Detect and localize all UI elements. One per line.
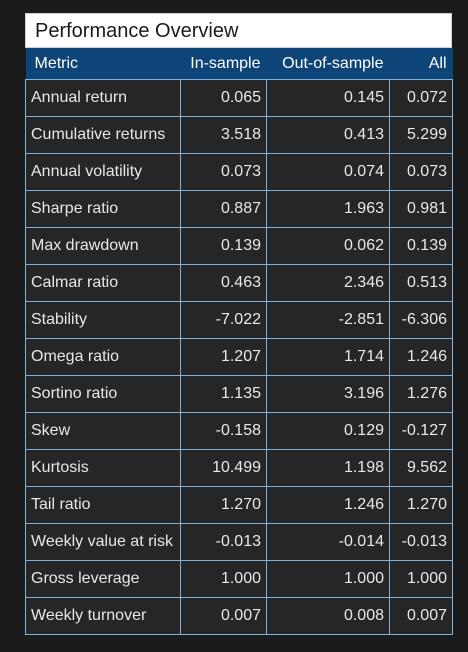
in-sample-cell: 1.000 [180,560,267,598]
table-row: Annual volatility 0.073 0.074 0.073 [25,153,453,191]
all-cell: 0.007 [389,597,453,635]
in-sample-cell: 3.518 [180,116,267,154]
table-row: Weekly value at risk -0.013 -0.014 -0.013 [25,523,453,561]
out-of-sample-cell: 0.129 [266,412,390,450]
all-cell: 0.513 [389,264,453,302]
in-sample-cell: 0.463 [180,264,267,302]
table-body: Annual return 0.065 0.145 0.072 Cumulative r… [25,79,453,635]
metrics-table: Metric In-sample Out-of-sample All Annua… [25,48,453,635]
metric-cell: Weekly value at risk [25,523,181,561]
out-of-sample-cell: 0.145 [266,79,390,117]
metric-cell: Max drawdown [25,227,181,265]
all-cell: -0.127 [389,412,453,450]
metric-cell: Weekly turnover [25,597,181,635]
metric-cell: Calmar ratio [25,264,181,302]
out-of-sample-cell: 0.062 [266,227,390,265]
all-cell: 1.246 [389,338,453,376]
all-cell: 0.072 [389,79,453,117]
column-header-metric: Metric [34,54,79,72]
table-row: Max drawdown 0.139 0.062 0.139 [25,227,453,265]
out-of-sample-cell: 3.196 [266,375,390,413]
in-sample-cell: 0.007 [180,597,267,635]
metric-cell: Skew [25,412,181,450]
column-header-out-of-sample: Out-of-sample [282,54,384,72]
in-sample-cell: 1.135 [180,375,267,413]
in-sample-cell: 0.887 [180,190,267,228]
metric-cell: Annual return [25,79,181,117]
table-row: Cumulative returns 3.518 0.413 5.299 [25,116,453,154]
out-of-sample-cell: 0.074 [266,153,390,191]
table-row: Tail ratio 1.270 1.246 1.270 [25,486,453,524]
in-sample-cell: 0.073 [180,153,267,191]
column-header-in-sample: In-sample [190,54,261,72]
out-of-sample-cell: -2.851 [266,301,390,339]
metric-cell: Gross leverage [25,560,181,598]
out-of-sample-cell: 1.963 [266,190,390,228]
metric-cell: Sortino ratio [25,375,181,413]
out-of-sample-cell: 0.008 [266,597,390,635]
in-sample-cell: 1.270 [180,486,267,524]
table-row: Kurtosis 10.499 1.198 9.562 [25,449,453,487]
out-of-sample-cell: -0.014 [266,523,390,561]
table-row: Calmar ratio 0.463 2.346 0.513 [25,264,453,302]
table-row: Skew -0.158 0.129 -0.127 [25,412,453,450]
metric-cell: Cumulative returns [25,116,181,154]
table-row: Stability -7.022 -2.851 -6.306 [25,301,453,339]
performance-overview-panel: Performance Overview Metric In-sample Ou… [25,13,453,635]
table-header-row: Metric In-sample Out-of-sample All [25,48,453,80]
table-row: Gross leverage 1.000 1.000 1.000 [25,560,453,598]
all-cell: -6.306 [389,301,453,339]
metric-cell: Tail ratio [25,486,181,524]
metric-cell: Annual volatility [25,153,181,191]
table-row: Annual return 0.065 0.145 0.072 [25,79,453,117]
all-cell: 0.073 [389,153,453,191]
in-sample-cell: 0.139 [180,227,267,265]
in-sample-cell: 10.499 [180,449,267,487]
all-cell: 9.562 [389,449,453,487]
out-of-sample-cell: 0.413 [266,116,390,154]
all-cell: 1.000 [389,560,453,598]
in-sample-cell: -7.022 [180,301,267,339]
metric-cell: Omega ratio [25,338,181,376]
column-header-all: All [428,54,447,72]
panel-title: Performance Overview [25,13,452,48]
metric-cell: Kurtosis [25,449,181,487]
table-row: Weekly turnover 0.007 0.008 0.007 [25,597,453,635]
all-cell: 5.299 [389,116,453,154]
metric-cell: Sharpe ratio [25,190,181,228]
table-row: Sortino ratio 1.135 3.196 1.276 [25,375,453,413]
all-cell: 0.139 [389,227,453,265]
in-sample-cell: 0.065 [180,79,267,117]
table-row: Sharpe ratio 0.887 1.963 0.981 [25,190,453,228]
table-row: Omega ratio 1.207 1.714 1.246 [25,338,453,376]
all-cell: 0.981 [389,190,453,228]
in-sample-cell: -0.013 [180,523,267,561]
out-of-sample-cell: 1.246 [266,486,390,524]
out-of-sample-cell: 1.000 [266,560,390,598]
out-of-sample-cell: 1.714 [266,338,390,376]
all-cell: 1.276 [389,375,453,413]
out-of-sample-cell: 1.198 [266,449,390,487]
all-cell: -0.013 [389,523,453,561]
out-of-sample-cell: 2.346 [266,264,390,302]
in-sample-cell: 1.207 [180,338,267,376]
metric-cell: Stability [25,301,181,339]
in-sample-cell: -0.158 [180,412,267,450]
all-cell: 1.270 [389,486,453,524]
